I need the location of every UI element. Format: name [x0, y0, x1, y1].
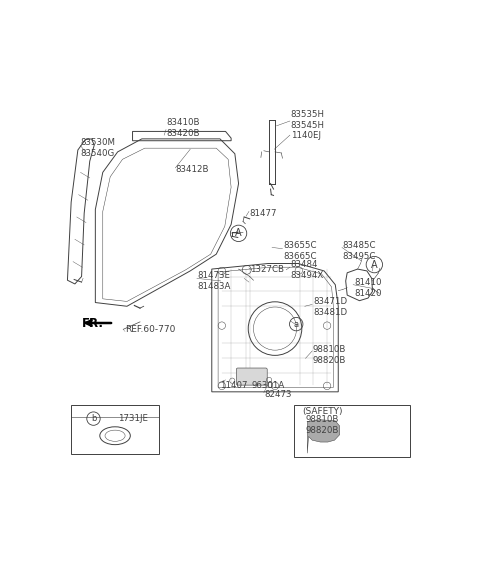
Text: 83655C
83665C: 83655C 83665C — [283, 241, 317, 261]
FancyBboxPatch shape — [236, 368, 267, 385]
Text: 83530M
83540G: 83530M 83540G — [81, 138, 116, 158]
Text: (SAFETY): (SAFETY) — [302, 407, 342, 415]
Text: 83410B
83420B: 83410B 83420B — [166, 118, 200, 138]
Text: 11407: 11407 — [220, 381, 248, 389]
Text: b: b — [91, 414, 96, 423]
Text: 82473: 82473 — [264, 390, 292, 399]
Text: 83412B: 83412B — [175, 165, 209, 174]
Text: 98810B
98820B: 98810B 98820B — [305, 415, 339, 436]
Polygon shape — [307, 419, 340, 453]
Text: A: A — [235, 228, 242, 238]
Text: 83485C
83495C: 83485C 83495C — [343, 241, 376, 261]
Text: 96301A: 96301A — [252, 381, 285, 389]
Text: FR.: FR. — [83, 317, 104, 329]
Text: 81477: 81477 — [250, 209, 277, 218]
Text: 81410
81420: 81410 81420 — [354, 278, 382, 298]
Text: 83484
83494X: 83484 83494X — [290, 260, 324, 280]
Text: 1327CB: 1327CB — [250, 265, 284, 274]
Text: a: a — [294, 320, 299, 329]
Text: 83535H
83545H: 83535H 83545H — [290, 110, 324, 130]
Text: A: A — [371, 260, 378, 269]
Text: 1140EJ: 1140EJ — [290, 130, 321, 140]
Text: 1731JE: 1731JE — [118, 414, 148, 423]
Text: REF.60-770: REF.60-770 — [125, 325, 176, 334]
Text: 83471D
83481D: 83471D 83481D — [313, 297, 347, 317]
Text: 81473E
81483A: 81473E 81483A — [198, 271, 231, 291]
Text: 98810B
98820B: 98810B 98820B — [313, 345, 347, 365]
